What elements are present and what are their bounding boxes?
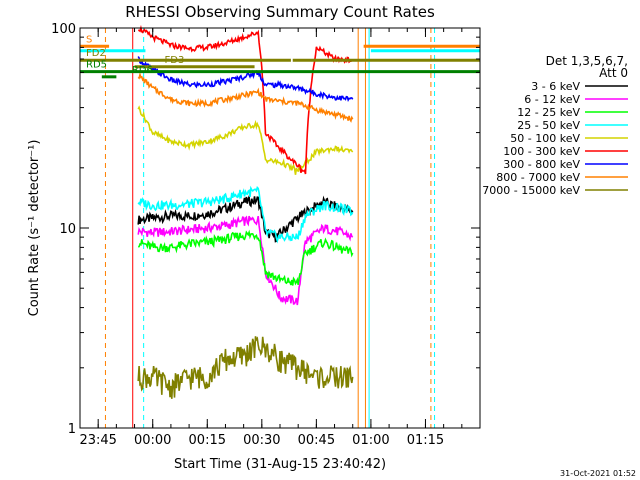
x-tick-label: 00:15 — [189, 433, 226, 448]
x-axis: 23:45 00:00 00:15 00:30 00:45 01:00 01:15 — [79, 28, 481, 448]
legend-label: 100 - 300 keV — [503, 145, 580, 158]
flag-bar-label: S — [86, 34, 92, 45]
footer-timestamp: 31-Oct-2021 01:52 — [560, 469, 636, 478]
y-tick-label: 10 — [59, 222, 76, 237]
legend-label: 7000 - 15000 keV — [482, 184, 580, 197]
y-axis: 1 10 100 — [51, 22, 480, 437]
chart-title: RHESSI Observing Summary Count Rates — [125, 3, 435, 21]
y-tick-label: 100 — [51, 22, 76, 37]
series-line — [137, 185, 354, 244]
series-line — [137, 193, 354, 243]
y-axis-label: Count Rate (s⁻¹ detector⁻¹) — [27, 140, 42, 317]
series-line — [137, 336, 354, 399]
x-tick-label: 00:45 — [298, 433, 335, 448]
flag-bar-label: RD5 — [86, 60, 107, 71]
legend-label: 300 - 800 keV — [503, 158, 580, 171]
series-line — [137, 105, 354, 175]
legend-label: 50 - 100 keV — [510, 132, 580, 145]
series-line — [137, 71, 354, 123]
series-line — [138, 229, 354, 286]
series-line — [138, 24, 354, 175]
legend-label: 6 - 12 keV — [524, 93, 580, 106]
y-tick-label: 1 — [68, 422, 76, 437]
flag-bar-label: FD2 — [86, 48, 106, 59]
flag-bar-label: RD6 — [132, 65, 153, 76]
x-tick-label: 00:30 — [243, 433, 280, 448]
x-tick-label: 23:45 — [79, 433, 116, 448]
series-line — [137, 215, 354, 306]
legend-label: 800 - 7000 keV — [496, 171, 580, 184]
legend-label: 12 - 25 keV — [517, 106, 580, 119]
legend-header-line-1: Det 1,3,5,6,7, — [546, 54, 628, 68]
x-axis-label: Start Time (31-Aug-15 23:40:42) — [174, 457, 386, 472]
legend-label: 25 - 50 keV — [517, 119, 580, 132]
legend-label: 3 - 6 keV — [531, 80, 580, 93]
x-tick-label: 01:00 — [352, 433, 389, 448]
flag-bar-label: FD3 — [165, 55, 185, 66]
x-tick-label: 00:00 — [134, 433, 171, 448]
x-tick-label: 01:15 — [407, 433, 444, 448]
series-line — [137, 56, 354, 103]
plot-area: S FD2 FD3 RD5 RD6 — [79, 24, 480, 428]
legend-header-line-2: Att 0 — [599, 66, 628, 80]
